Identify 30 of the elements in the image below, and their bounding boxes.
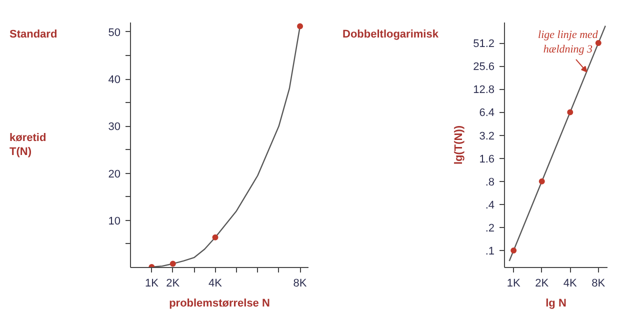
y-tick-label: .2 <box>485 222 495 234</box>
annotation: lige linje med hældning 3 <box>538 29 598 56</box>
y-tick-label: 20 <box>108 168 121 180</box>
y-tick-label: .1 <box>485 246 495 258</box>
x-tick-label: 8K <box>592 278 606 290</box>
x-tick-label: 2K <box>535 278 550 290</box>
y-tick-label: 12.8 <box>473 84 495 96</box>
x-axis-title: lg N <box>546 298 566 310</box>
y-tick-label: .4 <box>485 199 495 212</box>
x-tick-label: 8K <box>293 278 308 290</box>
x-tick-label: 2K <box>166 278 180 290</box>
x-axis-title: problemstørrelse N <box>169 298 270 310</box>
x-tick-label: 4K <box>208 278 223 290</box>
y-tick-label: 50 <box>108 26 121 39</box>
y-tick-label: 1.6 <box>479 153 495 166</box>
y-tick-label: 25.6 <box>473 61 495 74</box>
y-tick-label: 10 <box>108 215 121 228</box>
y-tick-label: 6.4 <box>479 107 495 120</box>
y-tick-label: 51.2 <box>473 38 495 50</box>
x-tick-label: 1K <box>506 278 521 290</box>
y-tick-label: .8 <box>485 176 495 188</box>
y-axis-title: lg(T(N)) <box>453 125 466 165</box>
x-tick-label: 4K <box>563 278 578 290</box>
text: Dobbeltlogarimisk <box>342 28 440 40</box>
text: Standard <box>10 28 58 40</box>
x-tick-label: 1K <box>144 278 160 290</box>
y-tick-label: 40 <box>108 74 121 86</box>
y-tick-label: 30 <box>108 121 121 134</box>
y-axis-title: køretid T(N) <box>10 132 46 158</box>
y-tick-label: 3.2 <box>479 130 495 142</box>
